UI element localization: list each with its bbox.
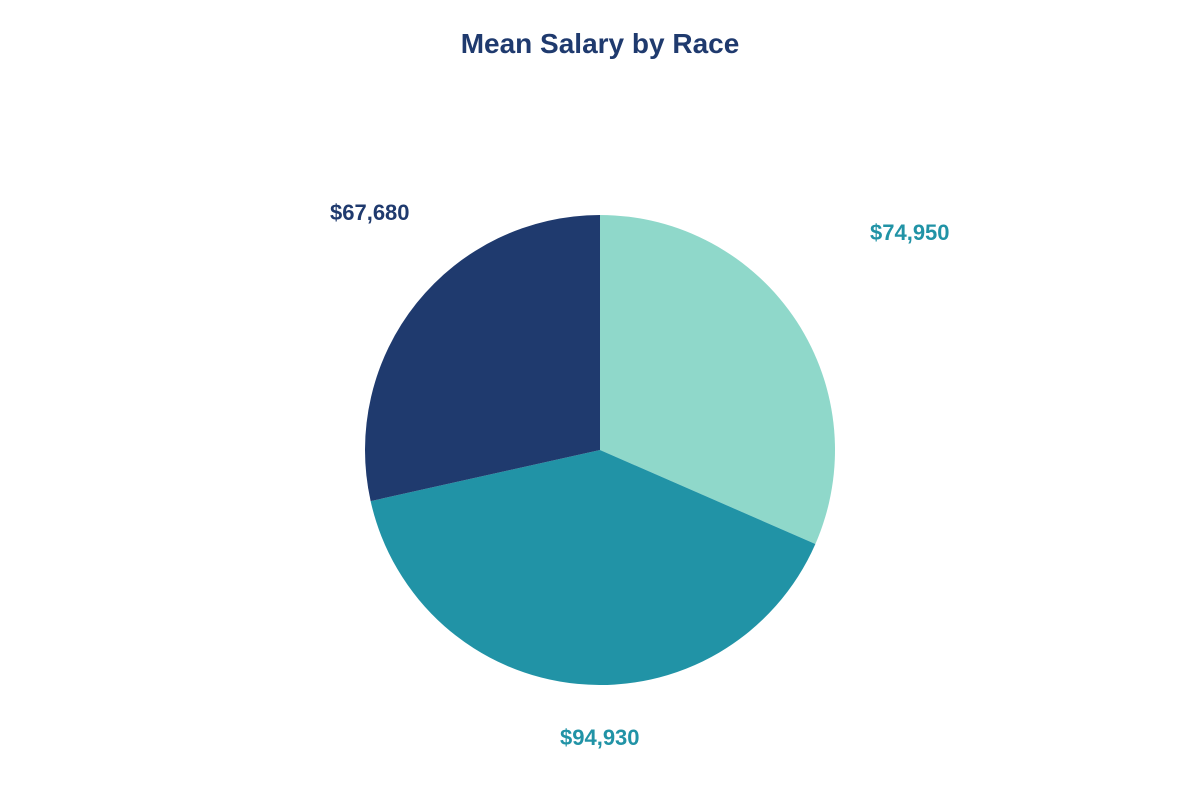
slice-label-0: $74,950 [870,220,950,246]
slice-label-2: $67,680 [330,200,410,226]
chart-container: Mean Salary by Race $74,950 $94,930 $67,… [0,0,1200,799]
slice-label-1: $94,930 [560,725,640,751]
pie-svg [365,215,835,685]
chart-title: Mean Salary by Race [0,28,1200,60]
pie-chart [365,215,835,685]
